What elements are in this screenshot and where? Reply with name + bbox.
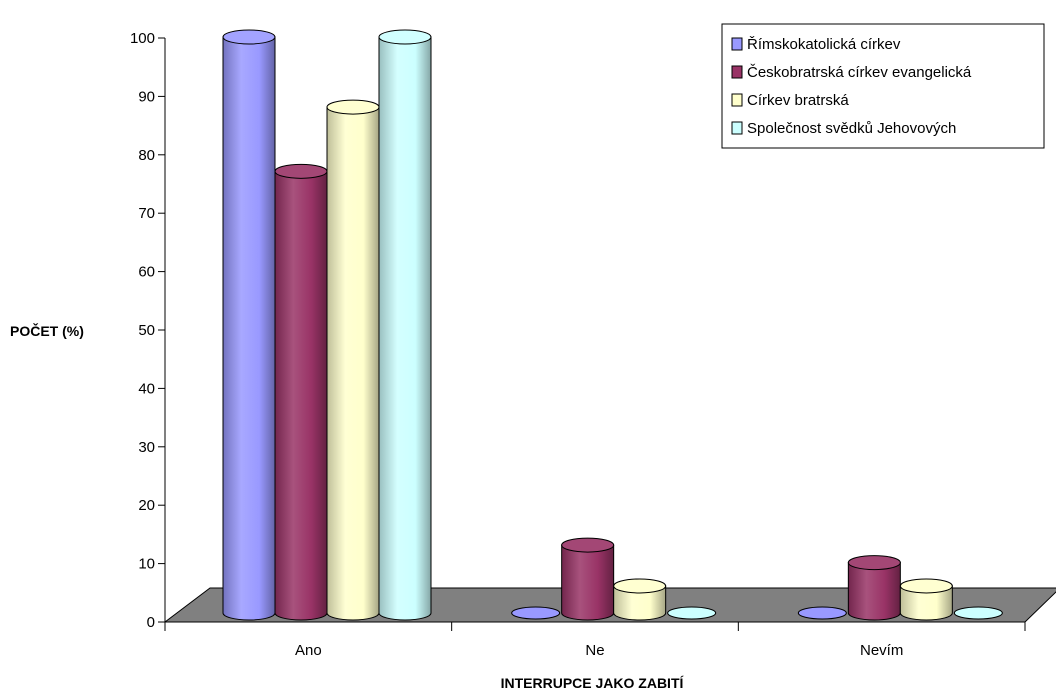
y-tick-label: 90 <box>138 88 155 105</box>
legend-label: Církev bratrská <box>747 92 849 109</box>
bar-body <box>847 562 901 621</box>
bar-top <box>378 29 432 45</box>
legend-swatch <box>731 121 743 135</box>
bar <box>847 555 901 621</box>
bar <box>953 606 1003 620</box>
bar <box>274 163 328 621</box>
bar <box>899 578 953 621</box>
bar-top <box>222 29 276 45</box>
legend-swatch <box>731 93 743 107</box>
y-axis-title: POČET (%) <box>10 322 84 339</box>
y-tick-label: 30 <box>138 439 155 456</box>
legend-swatch <box>731 37 743 51</box>
bar <box>797 606 847 620</box>
y-tick-label: 100 <box>130 30 155 47</box>
bar <box>511 606 561 620</box>
bar <box>613 578 667 621</box>
bars <box>222 29 1003 621</box>
bar-top <box>847 555 901 571</box>
axes: 0 10 20 30 40 50 60 70 80 90 100 Ano Ne Nevím <box>130 30 1026 659</box>
y-tick-label: 60 <box>138 264 155 281</box>
bar-top <box>274 163 328 179</box>
bar-body <box>378 36 432 621</box>
bar-body <box>222 36 276 621</box>
x-tick-label: Ne <box>585 642 604 659</box>
x-tick-label: Ano <box>295 642 322 659</box>
y-tick-label: 0 <box>147 614 155 631</box>
bar-top <box>561 537 615 553</box>
y-tick-label: 80 <box>138 147 155 164</box>
bar-body <box>561 544 615 621</box>
bar-body <box>326 106 380 621</box>
y-tick-label: 10 <box>138 556 155 573</box>
y-tick-label: 40 <box>138 380 155 397</box>
bar-body <box>899 585 953 621</box>
bar-zero-disk <box>511 606 561 620</box>
x-tick-label: Nevím <box>860 642 903 659</box>
x-axis-title: INTERRUPCE JAKO ZABITÍ <box>501 675 685 691</box>
bar <box>326 99 380 621</box>
y-tick-label: 50 <box>138 322 155 339</box>
bar-body <box>613 585 667 621</box>
legend-label: Českobratrská církev evangelická <box>747 64 972 81</box>
bar <box>561 537 615 621</box>
y-tick-label: 20 <box>138 497 155 514</box>
legend-swatch <box>731 65 743 79</box>
legend-label: Římskokatolická církev <box>747 36 901 53</box>
legend-box <box>721 23 1045 149</box>
bar-top <box>613 578 667 594</box>
bar-top <box>326 99 380 115</box>
bar-zero-disk <box>667 606 717 620</box>
y-tick-label: 70 <box>138 205 155 222</box>
bar-zero-disk <box>797 606 847 620</box>
bar-zero-disk <box>953 606 1003 620</box>
legend-label: Společnost svědků Jehovových <box>747 120 956 137</box>
bar-body <box>274 170 328 621</box>
bar <box>222 29 276 621</box>
legend: Římskokatolická církev Českobratrská círk… <box>721 23 1045 149</box>
bar <box>378 29 432 621</box>
bar-top <box>899 578 953 594</box>
bar <box>667 606 717 620</box>
